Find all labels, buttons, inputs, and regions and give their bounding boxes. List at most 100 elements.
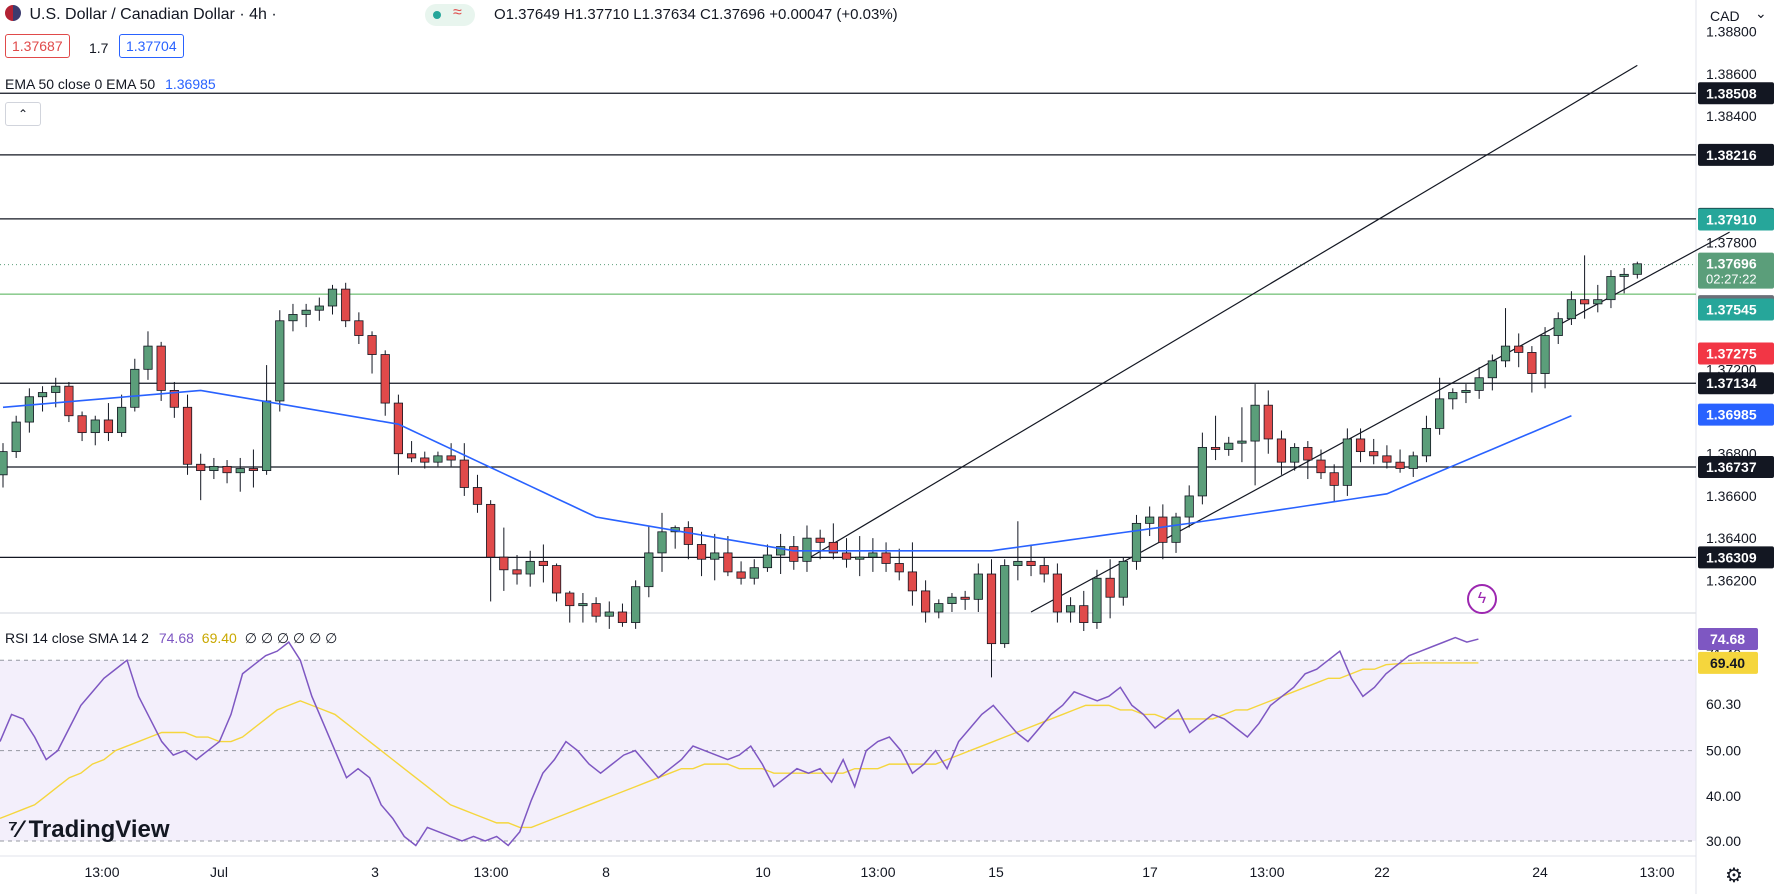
candle-body bbox=[459, 459, 469, 488]
level-label-bg bbox=[1698, 143, 1774, 166]
candle-body bbox=[169, 390, 179, 408]
candle-body bbox=[1171, 516, 1181, 543]
candle bbox=[103, 403, 114, 442]
candle-body bbox=[907, 571, 918, 592]
candle bbox=[921, 580, 931, 623]
candle bbox=[1290, 443, 1300, 471]
candle bbox=[617, 603, 628, 627]
candle bbox=[1408, 451, 1418, 477]
chevron-up-icon[interactable]: ⌃ bbox=[5, 102, 41, 126]
candle bbox=[1474, 367, 1484, 399]
candle-body bbox=[1342, 438, 1352, 486]
candle-body bbox=[354, 320, 364, 336]
chevron-down-icon[interactable]: ⌄ bbox=[1755, 5, 1767, 21]
candle-body bbox=[196, 463, 206, 472]
candle-body bbox=[947, 596, 957, 604]
candle-body bbox=[1500, 345, 1511, 362]
ema-legend[interactable]: EMA 50 close 0 EMA 50 1.36985 bbox=[5, 76, 216, 92]
candle-body bbox=[433, 455, 443, 463]
candle-body bbox=[934, 603, 944, 613]
candle-body bbox=[1448, 392, 1458, 400]
level-label: 1.37134 bbox=[1706, 375, 1757, 391]
rsi-legend[interactable]: RSI 14 close SMA 14 2 74.68 69.40 ∅ ∅ ∅ … bbox=[5, 630, 337, 647]
settings-gear-icon[interactable]: ⚙ bbox=[1725, 865, 1743, 887]
candle bbox=[1566, 291, 1577, 325]
level-label: 1.36309 bbox=[1706, 549, 1757, 565]
candle-body bbox=[828, 541, 838, 554]
candle-body bbox=[156, 345, 166, 391]
candle bbox=[1619, 268, 1629, 294]
candle bbox=[762, 544, 773, 572]
candle-body bbox=[182, 406, 193, 465]
candle-body bbox=[0, 451, 8, 476]
candle bbox=[1355, 428, 1366, 463]
candle bbox=[1606, 270, 1616, 309]
candle-body bbox=[723, 552, 733, 573]
candle bbox=[420, 451, 430, 469]
candle-body bbox=[986, 573, 997, 645]
candle-body bbox=[1052, 573, 1062, 613]
candle-body bbox=[683, 527, 693, 545]
candle-body bbox=[855, 556, 865, 560]
candle-body bbox=[51, 385, 61, 393]
candle-body bbox=[1566, 299, 1577, 320]
candle-body bbox=[591, 603, 601, 617]
market-status-pill[interactable]: ≈ bbox=[425, 4, 475, 26]
level-label-bg bbox=[1698, 456, 1774, 479]
candle-body bbox=[1210, 446, 1221, 450]
candle bbox=[499, 527, 509, 591]
candle bbox=[1224, 436, 1234, 456]
candle-body bbox=[1474, 377, 1484, 391]
candle-body bbox=[1382, 455, 1392, 463]
candle-body bbox=[1303, 446, 1313, 461]
spread-value: 1.7 bbox=[89, 40, 109, 56]
candle-body bbox=[1013, 560, 1023, 566]
price-tick-label: 1.38800 bbox=[1706, 24, 1757, 40]
ask-box[interactable]: 1.37704 bbox=[119, 34, 184, 58]
candle bbox=[1421, 415, 1432, 463]
candle-body bbox=[921, 590, 931, 613]
candle-body bbox=[1593, 299, 1603, 305]
candle-body bbox=[604, 611, 614, 617]
candle-body bbox=[1131, 522, 1142, 562]
candle bbox=[117, 394, 127, 437]
candle-body bbox=[644, 552, 654, 588]
candle bbox=[1184, 485, 1194, 528]
candle bbox=[1026, 544, 1036, 577]
level-label: 1.36737 bbox=[1706, 459, 1757, 475]
candle-body bbox=[762, 554, 773, 569]
candle-body bbox=[288, 314, 298, 322]
candle-body bbox=[538, 560, 548, 566]
candle-body bbox=[393, 402, 404, 455]
candle bbox=[1487, 354, 1497, 391]
flag-icon bbox=[5, 5, 21, 21]
rsi-tick-label: 50.00 bbox=[1706, 743, 1741, 759]
lightning-icon[interactable]: ϟ bbox=[1467, 584, 1497, 614]
symbol-title[interactable]: U.S. Dollar / Canadian Dollar · 4h · bbox=[29, 6, 277, 23]
candle bbox=[433, 451, 443, 467]
candle bbox=[0, 443, 8, 488]
candle-body bbox=[486, 503, 496, 558]
currency-label[interactable]: CAD bbox=[1710, 8, 1740, 24]
candle-body bbox=[37, 392, 48, 398]
candle bbox=[1118, 557, 1128, 606]
candle bbox=[1145, 506, 1155, 537]
candle bbox=[1105, 559, 1115, 619]
candle bbox=[1250, 384, 1260, 486]
rsi-tick-label: 40.00 bbox=[1706, 788, 1741, 804]
candle-body bbox=[1197, 446, 1207, 497]
candle-body bbox=[446, 455, 456, 461]
candle-body bbox=[1421, 427, 1432, 457]
bid-box[interactable]: 1.37687 bbox=[5, 34, 70, 58]
candle-body bbox=[1026, 560, 1036, 566]
channel-upper-line bbox=[806, 64, 1638, 560]
candle bbox=[551, 563, 562, 602]
candle-body bbox=[77, 415, 87, 434]
ema-label: EMA 50 close 0 EMA 50 bbox=[5, 76, 156, 92]
candle-body bbox=[1540, 335, 1550, 374]
candle-body bbox=[248, 468, 259, 472]
candle-body bbox=[1276, 438, 1287, 463]
candle-body bbox=[696, 544, 707, 560]
candle bbox=[1540, 327, 1550, 389]
